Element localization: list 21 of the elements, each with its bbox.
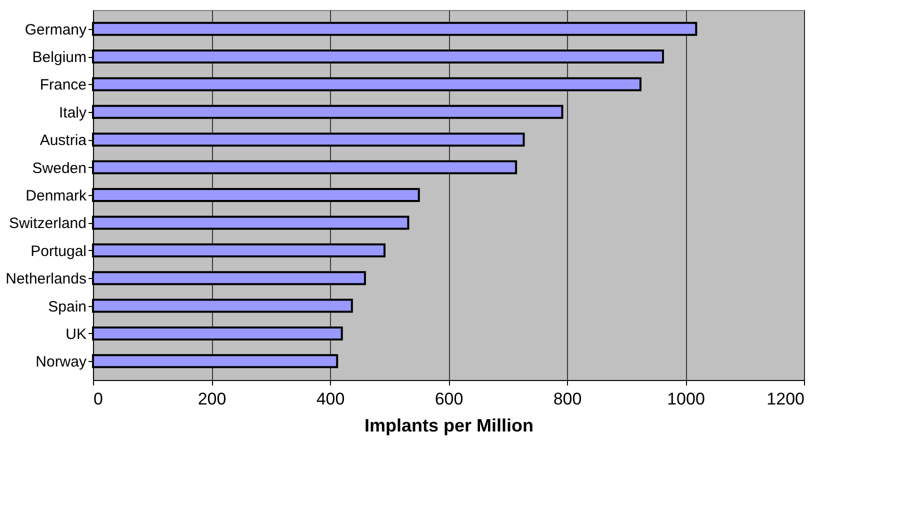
- y-tick-label: Norway: [36, 354, 87, 371]
- y-tick-label: France: [40, 76, 86, 94]
- x-tick-label: 1000: [667, 390, 705, 408]
- y-tick-label: Austria: [40, 132, 88, 150]
- y-tick-label: Italy: [58, 104, 87, 122]
- y-tick-label: Belgium: [32, 49, 86, 66]
- y-tick-label: Denmark: [26, 188, 87, 204]
- x-tick-label: 800: [553, 390, 582, 408]
- y-tick-label: Switzerland: [8, 215, 86, 232]
- x-tick-label: 0: [94, 390, 103, 408]
- y-tick-label: Spain: [48, 298, 86, 316]
- y-tick-label: Germany: [24, 21, 87, 38]
- x-tick-label: 200: [198, 390, 226, 408]
- x-tick-label: 400: [316, 390, 345, 408]
- x-tick-label: 1200: [766, 390, 804, 408]
- x-axis-title: Implants per Million: [364, 416, 534, 436]
- y-tick-label: Netherlands: [6, 270, 86, 288]
- y-tick-label: Sweden: [32, 160, 86, 177]
- y-tick-label: UK: [66, 326, 86, 343]
- x-tick-label: 600: [434, 390, 464, 408]
- y-tick-label: Portugal: [30, 242, 86, 260]
